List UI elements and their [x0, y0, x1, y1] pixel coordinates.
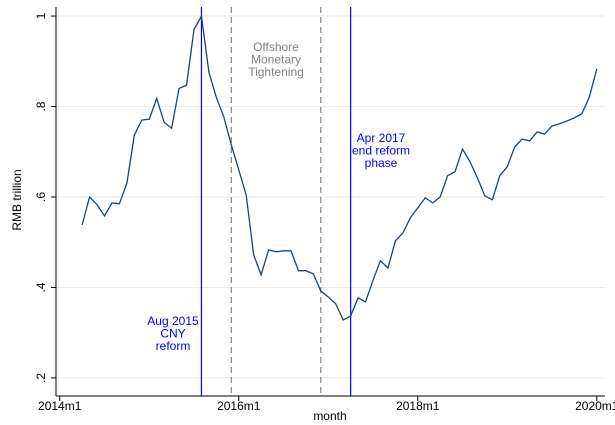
annotation-text: end reform — [352, 144, 410, 158]
annotation-text: phase — [365, 156, 398, 170]
x-tick-label: 2020m1 — [575, 399, 615, 413]
data-line — [81, 14, 598, 321]
x-tick-label: 2014m1 — [38, 399, 82, 413]
y-tick-label: .6 — [34, 192, 48, 202]
annotation-text: Aug 2015 — [147, 314, 199, 328]
y-axis-title: RMB trillion — [10, 169, 24, 230]
annotation-text: Apr 2017 — [357, 131, 406, 145]
y-tick-label: 1 — [34, 12, 48, 19]
x-tick-label: 2016m1 — [217, 399, 261, 413]
annotation-text: Offshore — [253, 40, 299, 54]
annotation-text: reform — [156, 339, 191, 353]
y-tick-label: .8 — [34, 101, 48, 111]
y-tick-label: .4 — [34, 282, 48, 292]
annotation-text: Monetary — [251, 53, 301, 67]
x-tick-label: 2018m1 — [396, 399, 440, 413]
annotation-text: CNY — [160, 327, 185, 341]
y-tick-label: .2 — [34, 373, 48, 383]
x-axis-title: month — [313, 409, 346, 423]
annotation-text: Tightening — [248, 65, 304, 79]
